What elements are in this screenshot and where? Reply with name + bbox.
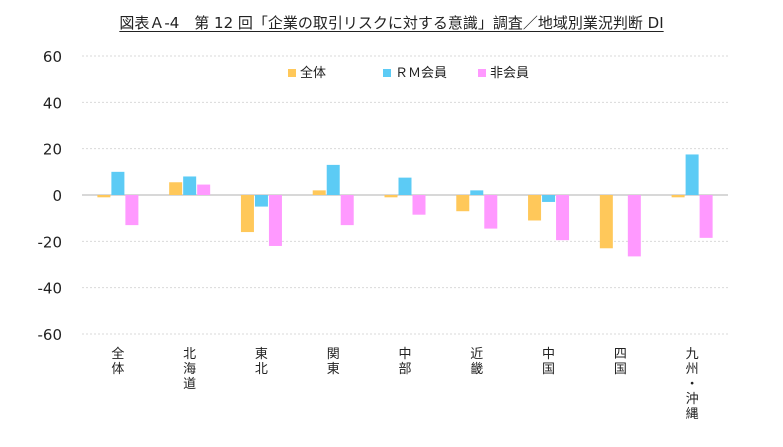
bar: [340, 195, 354, 226]
bar: [254, 195, 268, 207]
legend-item: 全体: [288, 65, 326, 81]
x-axis-categories: 全体 北海道 東北 関東 中部 近畿 中国 四国 九州・沖縄: [111, 346, 698, 422]
legend-item: 非会員: [478, 66, 529, 81]
x-category-label: 全体: [111, 346, 124, 377]
legend-label: 全体: [300, 65, 326, 81]
y-tick-label: -40: [38, 280, 63, 298]
bar: [197, 184, 211, 195]
x-category-label: 中国: [542, 347, 555, 377]
y-tick-label: -20: [38, 233, 63, 251]
bar: [685, 154, 699, 195]
bar: [312, 190, 326, 195]
legend: 全体 ＲＭ会員 非会員: [288, 65, 529, 81]
y-tick-label: -60: [38, 326, 63, 344]
bar: [398, 177, 412, 195]
legend-swatch: [288, 69, 296, 77]
bar: [627, 195, 641, 257]
bar: [268, 195, 282, 246]
legend-swatch: [478, 69, 486, 77]
legend-label: ＲＭ会員: [395, 66, 447, 81]
x-category-label: 四国: [614, 347, 627, 377]
y-tick-label: 60: [43, 48, 62, 66]
bar: [556, 195, 570, 241]
chart-title: 図表Ａ-4 第 12 回「企業の取引リスクに対する意識」調査／地域別業況判断 D…: [119, 14, 664, 32]
bar: [456, 195, 470, 212]
y-tick-label: 0: [52, 187, 62, 205]
bar: [412, 195, 426, 215]
bar: [542, 195, 556, 202]
bar: [326, 164, 340, 195]
y-tick-label: 40: [43, 94, 62, 112]
x-category-label: 九州・沖縄: [686, 347, 699, 422]
x-category-label: 中部: [398, 347, 411, 377]
bar: [111, 171, 125, 195]
x-category-label: 関東: [327, 347, 340, 377]
x-category-label: 近畿: [470, 347, 483, 377]
bar: [169, 182, 183, 195]
bar: [599, 195, 613, 249]
bar: [240, 195, 254, 233]
y-tick-label: 20: [43, 141, 62, 159]
legend-label: 非会員: [490, 66, 529, 81]
y-axis-ticks: 60 40 20 0 -20 -40 -60: [38, 48, 63, 344]
bar: [384, 195, 398, 198]
bar: [183, 176, 197, 195]
legend-swatch: [383, 69, 391, 77]
bar: [671, 195, 685, 198]
bar: [470, 190, 484, 195]
legend-item: ＲＭ会員: [383, 66, 447, 81]
x-category-label: 東北: [255, 346, 268, 377]
bar: [125, 195, 139, 226]
bars: [97, 154, 713, 257]
bar: [484, 195, 498, 229]
bar: [97, 195, 111, 198]
x-category-label: 北海道: [183, 347, 196, 392]
bar: [528, 195, 542, 221]
bar: [699, 195, 713, 238]
